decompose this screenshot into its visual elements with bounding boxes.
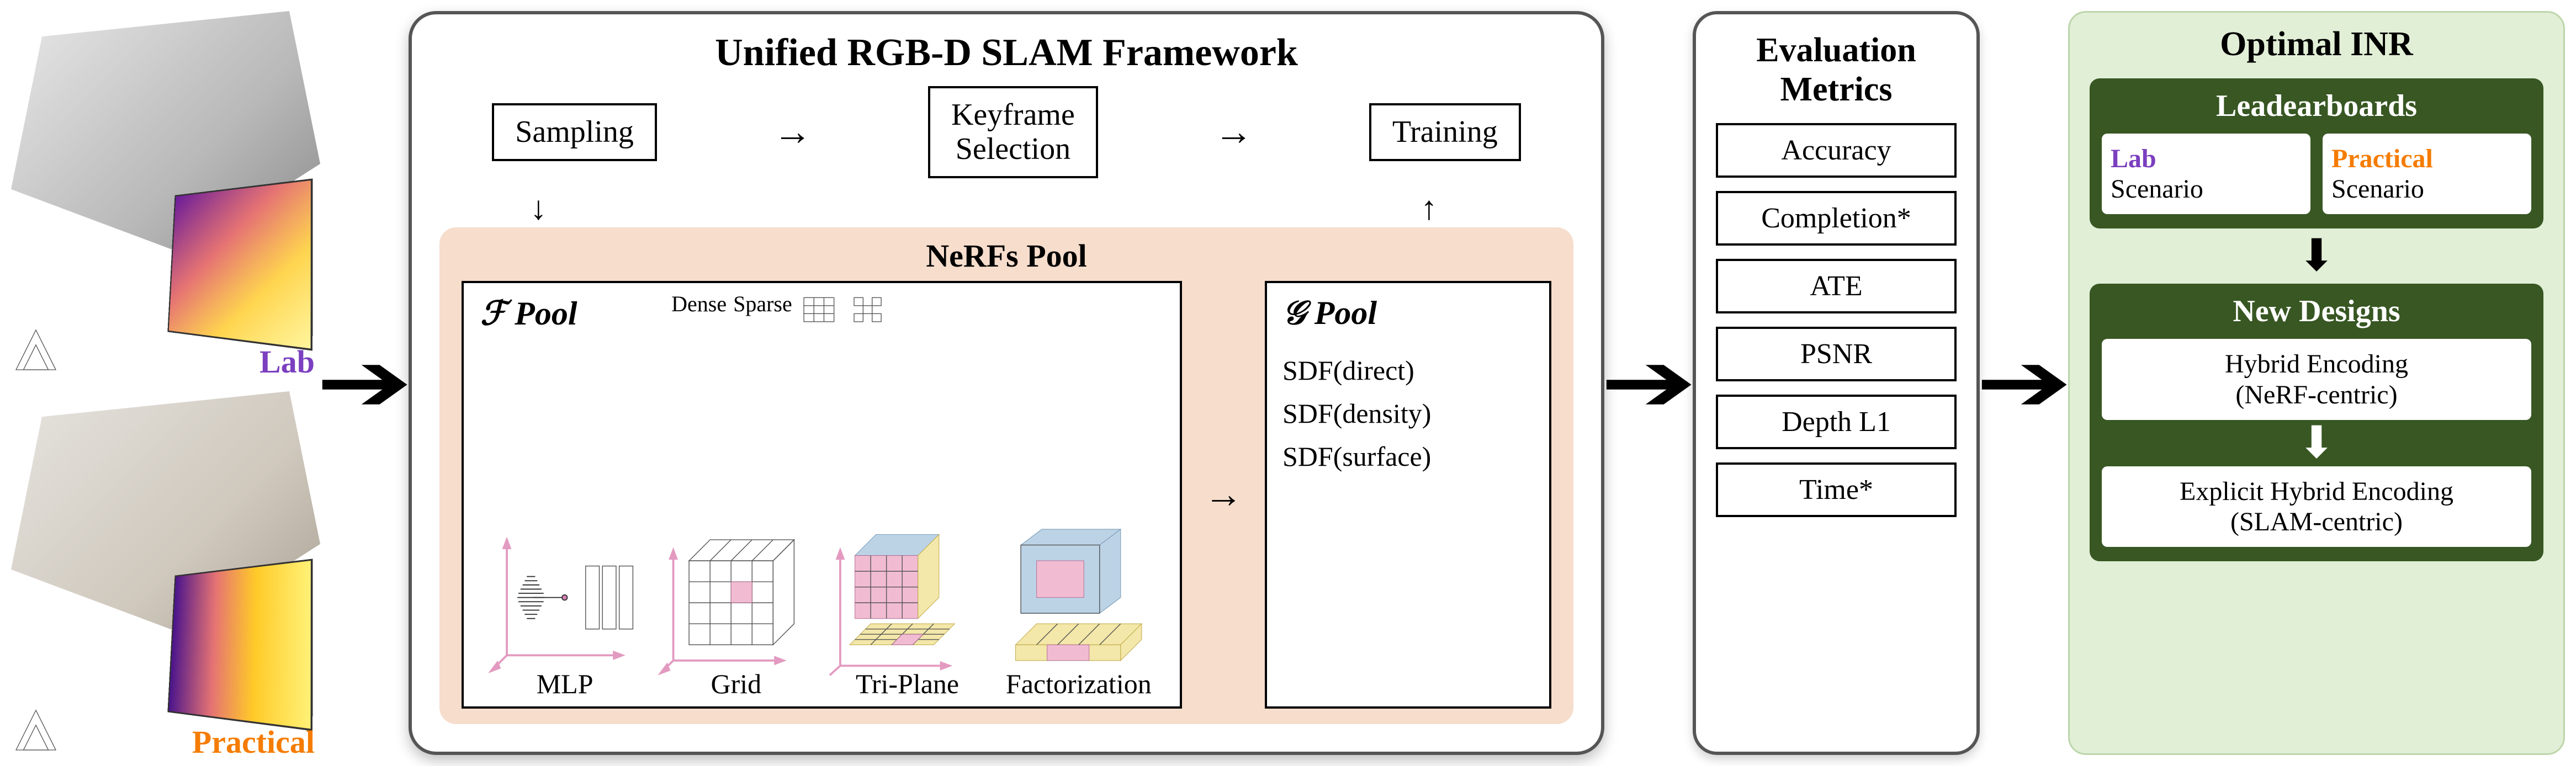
- leaderboards-row: Lab Scenario Practical Scenario: [2102, 134, 2531, 214]
- leaderboards-panel: Leadearboards Lab Scenario Practical Sce…: [2090, 78, 2543, 228]
- keyframe-box: Keyframe Selection: [928, 86, 1098, 178]
- fpool-item-triplane: Tri-Plane: [829, 519, 986, 700]
- dense-sparse-labels: Dense Sparse: [671, 291, 909, 329]
- optimal-title: Optimal INR: [2090, 25, 2543, 64]
- metric-item: Accuracy: [1716, 123, 1957, 178]
- metric-item: ATE: [1716, 259, 1957, 313]
- framework-title: Unified RGB-D SLAM Framework: [439, 31, 1573, 75]
- metric-item: Completion*: [1716, 191, 1957, 246]
- hybrid-encoding-box: Hybrid Encoding (NeRF-centric): [2102, 339, 2531, 419]
- nerfs-pool-panel: NeRFs Pool ℱ Pool Dense Sparse: [439, 227, 1573, 724]
- down-arrow-icon: ↓: [530, 189, 547, 227]
- lab-depth-inset: [167, 179, 312, 351]
- metrics-panel: Evaluation Metrics Accuracy Completion* …: [1693, 11, 1980, 755]
- lab-strong: Lab: [2111, 144, 2156, 173]
- practical-scenario-text: Scenario: [2331, 174, 2424, 204]
- practical-strong: Practical: [2331, 144, 2433, 173]
- practical-3d-render: [11, 391, 320, 755]
- dense-sparse-icon: [799, 291, 909, 329]
- framework-panel: Unified RGB-D SLAM Framework Sampling → …: [409, 11, 1604, 755]
- factorization-visual: [1000, 519, 1157, 662]
- optimal-inr-panel: Optimal INR Leadearboards Lab Scenario P…: [2068, 11, 2565, 755]
- fpool-item-mlp: MLP: [486, 519, 643, 700]
- metric-item: Time*: [1716, 462, 1957, 517]
- practical-scenario-box: Practical Scenario: [2323, 134, 2531, 214]
- mlp-visual: [486, 519, 643, 662]
- fpool-item-factorization: Factorization: [1000, 519, 1157, 700]
- practical-depth-inset: [167, 559, 312, 731]
- metric-item: PSNR: [1716, 327, 1957, 381]
- f-pool-panel: ℱ Pool Dense Sparse: [462, 281, 1182, 709]
- arrow-to-metrics: ➔: [1615, 11, 1682, 755]
- pipeline-connectors: ↓ ↑: [439, 189, 1573, 227]
- down-arrow-icon: ⬇: [2090, 243, 2543, 269]
- sampling-box: Sampling: [492, 103, 657, 162]
- new-designs-panel: New Designs Hybrid Encoding (NeRF-centri…: [2090, 284, 2543, 561]
- training-box: Training: [1369, 103, 1521, 162]
- arrow-icon: →: [1214, 110, 1253, 155]
- pipeline-row: Sampling → Keyframe Selection → Training: [439, 86, 1573, 178]
- lab-input-block: Lab: [11, 11, 320, 375]
- f-pool-body: MLP: [479, 293, 1164, 700]
- sparse-label: Sparse: [733, 291, 792, 329]
- explicit-hybrid-encoding-box: Explicit Hybrid Encoding (SLAM-centric): [2102, 466, 2531, 547]
- camera-icon: [11, 705, 61, 755]
- up-arrow-icon: ↑: [1421, 189, 1438, 227]
- triplane-visual: [829, 519, 986, 662]
- g-pool-panel: 𝒢 Pool SDF(direct) SDF(density) SDF(surf…: [1265, 281, 1551, 709]
- g-pool-title: 𝒢 Pool: [1282, 294, 1534, 332]
- practical-input-block: Practical: [11, 391, 320, 755]
- metrics-title: Evaluation Metrics: [1756, 31, 1916, 110]
- metric-item: Depth L1: [1716, 395, 1957, 449]
- fpool-item-grid: Grid: [658, 519, 815, 700]
- new-designs-title: New Designs: [2102, 294, 2531, 329]
- grid-visual: [658, 519, 815, 662]
- down-arrow-icon: ⬇: [2102, 430, 2531, 456]
- lab-label: Lab: [259, 343, 315, 380]
- arrow-to-framework: ➔: [331, 11, 397, 755]
- lab-scenario-text: Scenario: [2111, 174, 2203, 204]
- gpool-item: SDF(density): [1282, 397, 1534, 429]
- camera-icon: [11, 325, 61, 375]
- arrow-icon: →: [773, 110, 812, 155]
- gpool-item: SDF(direct): [1282, 354, 1534, 386]
- lab-3d-render: [11, 11, 320, 375]
- diagram-root: Lab Practical ➔ Unified RGB-D SLAM Frame…: [0, 0, 2576, 766]
- arrow-to-optimal: ➔: [1991, 11, 2057, 755]
- leaderboards-title: Leadearboards: [2102, 88, 2531, 124]
- nerfs-pool-row: ℱ Pool Dense Sparse: [462, 281, 1551, 709]
- inputs-column: Lab Practical: [11, 11, 320, 755]
- arrow-f-to-g: →: [1204, 473, 1243, 517]
- gpool-item: SDF(surface): [1282, 440, 1534, 472]
- lab-scenario-box: Lab Scenario: [2102, 134, 2310, 214]
- practical-label: Practical: [192, 724, 315, 760]
- f-pool-title: ℱ Pool: [480, 294, 577, 333]
- dense-label: Dense: [671, 291, 727, 329]
- nerfs-pool-title: NeRFs Pool: [462, 237, 1551, 274]
